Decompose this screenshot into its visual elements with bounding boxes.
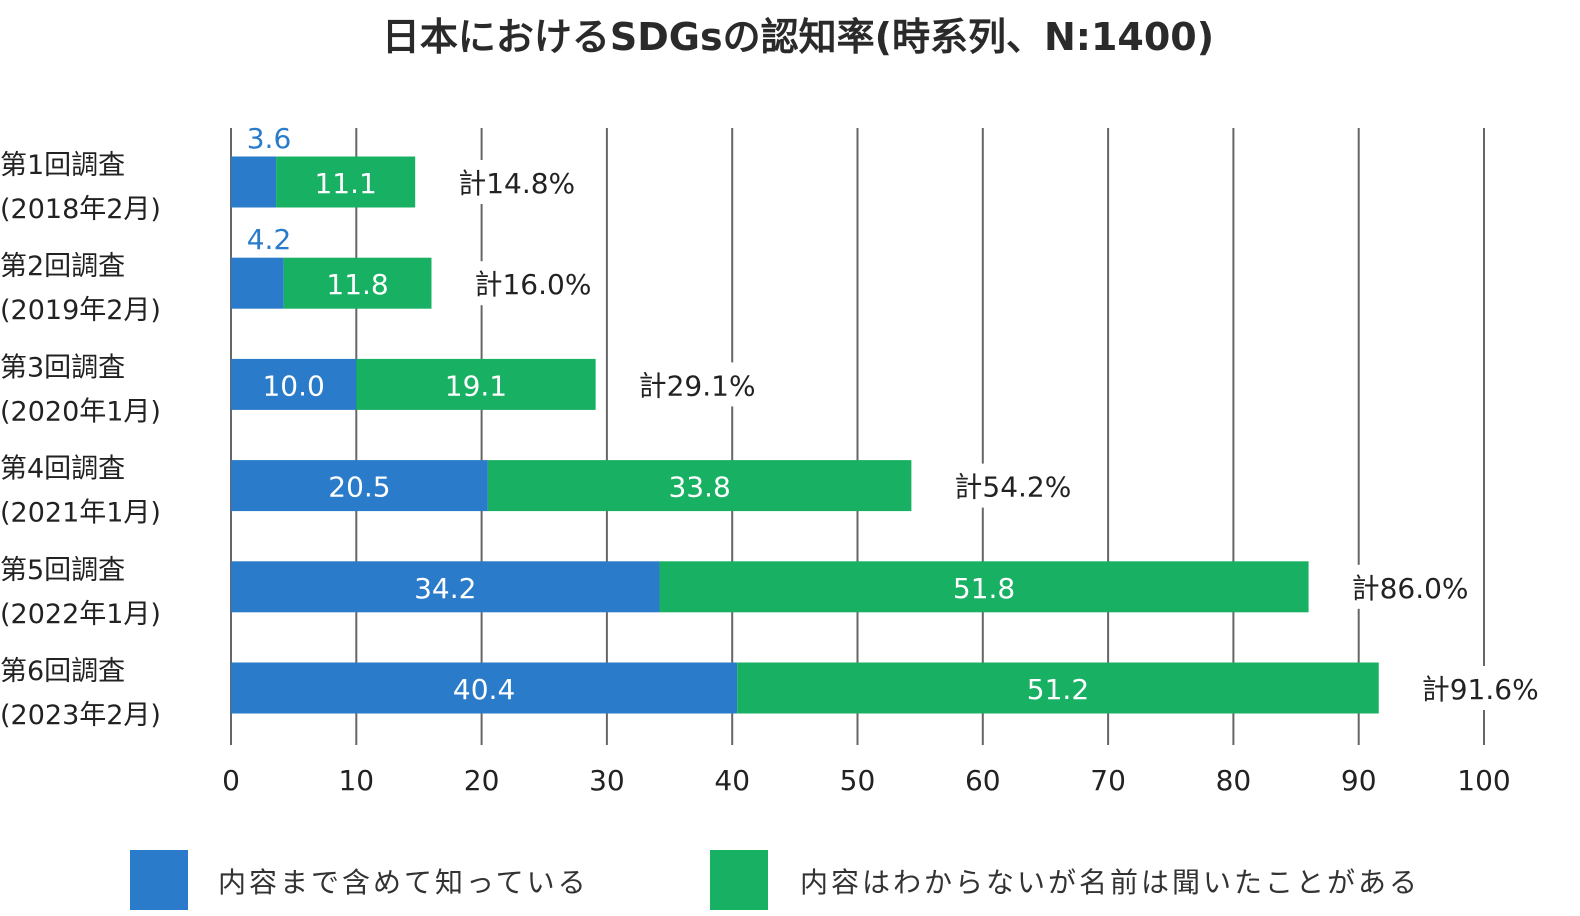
bar-segment: [231, 460, 488, 512]
bars: 3.6 11.1 計14.8% 4.2 11.8 計16.0% 10.0 19.1 計29.1%…: [231, 122, 1539, 714]
bar-segment: [737, 662, 1379, 714]
category-label: 第4回調査: [0, 454, 125, 485]
category-label: 第6回調査: [0, 656, 125, 687]
data-label: 19.1: [445, 369, 507, 402]
total-label-bg: [468, 261, 585, 306]
category-labels: 第1回調査 (2018年2月) 第2回調査 (2019年2月) 第3回調査 (2020年1…: [0, 150, 161, 731]
total-label: 計91.6%: [1422, 673, 1539, 706]
category-label: (2022年1月): [0, 599, 161, 630]
data-label: 20.5: [328, 471, 390, 504]
bar-segment: [659, 561, 1309, 613]
x-tick-label: 100: [1457, 764, 1510, 797]
x-tick-label: 90: [1341, 764, 1377, 797]
x-axis-ticks: 0 10 20 30 40 50 60 70 80 90 100: [222, 764, 1511, 797]
total-label-bg: [632, 362, 749, 407]
x-tick-label: 20: [464, 764, 500, 797]
data-label: 4.2: [247, 223, 292, 256]
x-tick-label: 40: [714, 764, 750, 797]
gridlines: [230, 128, 1485, 745]
category-label: 第2回調査: [0, 251, 125, 282]
x-tick-label: 60: [965, 764, 1001, 797]
data-label: 34.2: [414, 572, 476, 605]
total-label: 計54.2%: [954, 471, 1071, 504]
category-label: (2020年1月): [0, 396, 161, 427]
bar-segment: [487, 460, 912, 512]
data-label: 11.1: [314, 167, 376, 200]
bar-segment: [356, 358, 596, 410]
category-label: (2018年2月): [0, 194, 161, 225]
data-label: 51.2: [1027, 673, 1089, 706]
category-label: 第5回調査: [0, 555, 125, 586]
legend-swatch: [130, 850, 188, 910]
category-label: 第1回調査: [0, 150, 125, 181]
data-label: 3.6: [247, 122, 292, 155]
legend: 内容まで含めて知っている 内容はわからないが名前は聞いたことがある: [130, 850, 1420, 910]
data-label: 40.4: [453, 673, 515, 706]
category-label: (2019年2月): [0, 295, 161, 326]
data-label: 11.8: [326, 268, 388, 301]
bar-segment: [231, 561, 660, 613]
data-label: 10.0: [262, 369, 324, 402]
legend-label: 内容はわからないが名前は聞いたことがある: [800, 866, 1420, 899]
bar-segment: [283, 257, 432, 309]
x-tick-label: 70: [1090, 764, 1126, 797]
bar-segment: [231, 358, 357, 410]
total-label-bg: [452, 160, 569, 204]
chart-title: 日本におけるSDGsの認知率(時系列、N:1400): [382, 15, 1214, 59]
total-label-bg: [1345, 564, 1462, 609]
category-label: (2021年1月): [0, 498, 161, 529]
bar-segment: [276, 156, 416, 208]
total-label: 計29.1%: [639, 369, 756, 402]
bar-segment: [231, 156, 277, 208]
x-tick-label: 10: [338, 764, 374, 797]
x-tick-label: 50: [840, 764, 876, 797]
x-tick-label: 0: [222, 764, 240, 797]
total-label-bg: [948, 463, 1065, 508]
total-label-bg: [1415, 666, 1532, 710]
total-label: 計86.0%: [1352, 572, 1469, 605]
category-label: (2023年2月): [0, 700, 161, 731]
data-label: 33.8: [668, 471, 730, 504]
bar-segment: [231, 257, 284, 309]
legend-swatch: [710, 850, 768, 910]
category-label: 第3回調査: [0, 352, 125, 383]
data-label: 51.8: [953, 572, 1015, 605]
x-tick-label: 30: [589, 764, 625, 797]
total-label: 計14.8%: [458, 167, 575, 200]
x-tick-label: 80: [1216, 764, 1252, 797]
legend-label: 内容まで含めて知っている: [218, 866, 589, 899]
total-label: 計16.0%: [474, 268, 591, 301]
bar-segment: [231, 662, 738, 714]
